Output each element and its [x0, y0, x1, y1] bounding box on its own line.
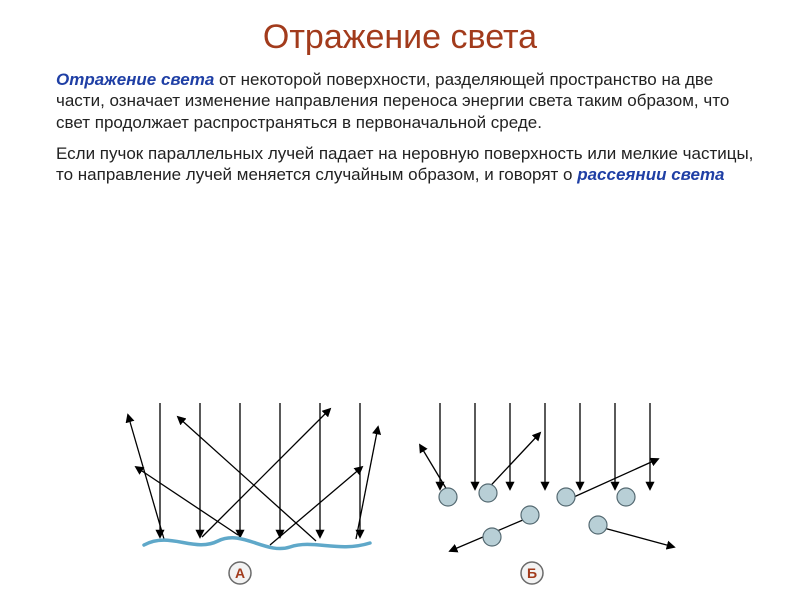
panel-particles: Б: [420, 403, 674, 584]
svg-text:А: А: [235, 565, 245, 581]
paragraph-1: Отражение света от некоторой поверхности…: [56, 69, 760, 133]
body-text: Отражение света от некоторой поверхности…: [0, 69, 800, 185]
svg-text:Б: Б: [527, 565, 537, 581]
paragraph-2: Если пучок параллельных лучей падает на …: [56, 143, 760, 186]
diagram-container: АБ: [0, 397, 800, 592]
term-reflection: Отражение света: [56, 70, 214, 89]
page-title: Отражение света: [0, 0, 800, 69]
panel-rough-surface: А: [128, 403, 378, 584]
term-scattering: рассеянии света: [577, 165, 724, 184]
scattering-diagram: АБ: [120, 397, 680, 587]
